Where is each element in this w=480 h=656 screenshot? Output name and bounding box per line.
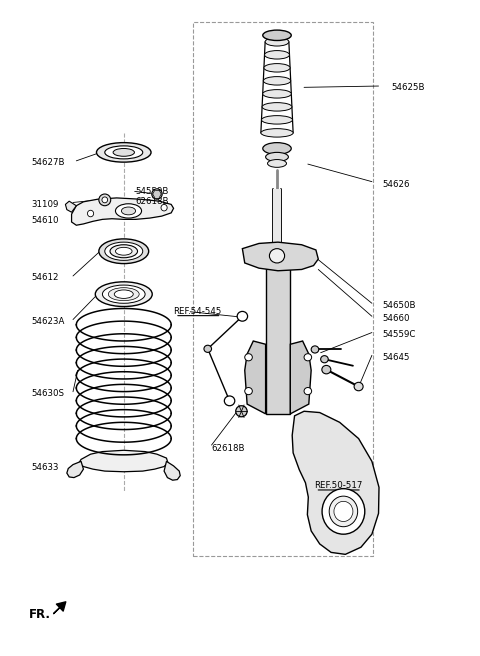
Ellipse shape xyxy=(96,142,151,162)
Text: REF.50-517: REF.50-517 xyxy=(314,481,362,490)
Text: 62618B: 62618B xyxy=(136,197,169,206)
Polygon shape xyxy=(67,461,84,478)
Ellipse shape xyxy=(311,346,319,353)
Ellipse shape xyxy=(263,90,291,98)
Text: 54610: 54610 xyxy=(31,216,59,225)
Text: 54625B: 54625B xyxy=(392,83,425,92)
Text: 54559C: 54559C xyxy=(383,330,416,339)
Ellipse shape xyxy=(263,30,291,41)
Text: 54650B: 54650B xyxy=(383,300,416,310)
FancyArrowPatch shape xyxy=(54,602,66,613)
Ellipse shape xyxy=(334,501,353,522)
Ellipse shape xyxy=(261,129,293,137)
Ellipse shape xyxy=(264,51,289,59)
Ellipse shape xyxy=(113,148,134,156)
Text: 54559B: 54559B xyxy=(136,187,169,196)
Ellipse shape xyxy=(102,285,145,303)
Ellipse shape xyxy=(121,207,136,215)
Polygon shape xyxy=(72,198,174,225)
Text: 62618B: 62618B xyxy=(212,444,245,453)
Bar xyxy=(265,264,290,414)
Polygon shape xyxy=(292,411,379,554)
Text: 54660: 54660 xyxy=(383,314,410,323)
Ellipse shape xyxy=(108,288,139,300)
Ellipse shape xyxy=(114,290,133,298)
Bar xyxy=(273,190,281,263)
Ellipse shape xyxy=(116,204,142,218)
Ellipse shape xyxy=(321,356,328,363)
Bar xyxy=(192,22,373,556)
Ellipse shape xyxy=(265,152,288,161)
Ellipse shape xyxy=(322,365,331,374)
Ellipse shape xyxy=(105,242,143,260)
Ellipse shape xyxy=(110,245,137,258)
Text: 54630S: 54630S xyxy=(31,388,64,398)
Ellipse shape xyxy=(354,382,363,391)
Polygon shape xyxy=(245,341,265,414)
Text: 54626: 54626 xyxy=(383,180,410,190)
Text: REF.54-545: REF.54-545 xyxy=(174,307,222,316)
Ellipse shape xyxy=(262,115,292,124)
Text: 54633: 54633 xyxy=(31,463,59,472)
Polygon shape xyxy=(79,450,168,472)
Ellipse shape xyxy=(224,396,235,405)
Ellipse shape xyxy=(87,211,94,216)
Ellipse shape xyxy=(329,496,358,527)
Ellipse shape xyxy=(116,247,132,255)
Ellipse shape xyxy=(99,239,149,264)
Ellipse shape xyxy=(236,405,247,417)
Polygon shape xyxy=(164,461,180,480)
Text: 54623A: 54623A xyxy=(31,317,65,326)
Ellipse shape xyxy=(245,388,252,395)
Ellipse shape xyxy=(262,102,292,111)
Ellipse shape xyxy=(264,77,291,85)
Ellipse shape xyxy=(322,489,365,534)
Text: FR.: FR. xyxy=(29,607,51,621)
Ellipse shape xyxy=(96,282,152,306)
Ellipse shape xyxy=(267,159,287,167)
Polygon shape xyxy=(242,242,318,271)
Text: 54627B: 54627B xyxy=(31,157,65,167)
Text: 54645: 54645 xyxy=(383,353,410,361)
Ellipse shape xyxy=(237,312,248,321)
Ellipse shape xyxy=(269,249,285,263)
Ellipse shape xyxy=(152,189,162,199)
Ellipse shape xyxy=(265,37,289,46)
Ellipse shape xyxy=(99,194,111,206)
Ellipse shape xyxy=(263,142,291,154)
Ellipse shape xyxy=(161,205,167,211)
Polygon shape xyxy=(290,341,311,414)
Ellipse shape xyxy=(245,354,252,361)
Ellipse shape xyxy=(264,64,290,72)
Text: 31109: 31109 xyxy=(31,200,59,209)
Ellipse shape xyxy=(304,354,312,361)
Polygon shape xyxy=(65,201,76,213)
Ellipse shape xyxy=(304,388,312,395)
Ellipse shape xyxy=(204,345,212,352)
Ellipse shape xyxy=(105,146,143,159)
Text: 54612: 54612 xyxy=(31,273,59,282)
Ellipse shape xyxy=(102,197,108,203)
